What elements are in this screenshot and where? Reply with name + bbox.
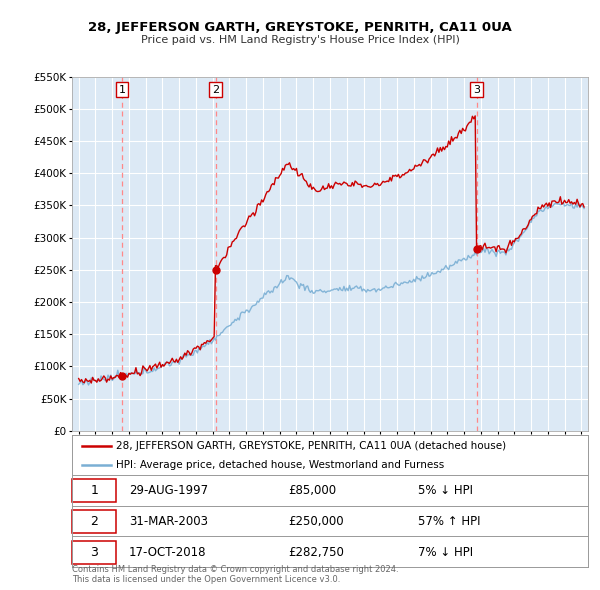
Text: 29-AUG-1997: 29-AUG-1997: [129, 484, 208, 497]
Text: Contains HM Land Registry data © Crown copyright and database right 2024.: Contains HM Land Registry data © Crown c…: [72, 565, 398, 574]
Text: 3: 3: [90, 546, 98, 559]
FancyBboxPatch shape: [72, 510, 116, 533]
Text: £85,000: £85,000: [289, 484, 337, 497]
FancyBboxPatch shape: [72, 479, 116, 503]
Text: 31-MAR-2003: 31-MAR-2003: [129, 515, 208, 528]
Text: 1: 1: [90, 484, 98, 497]
Text: 17-OCT-2018: 17-OCT-2018: [129, 546, 206, 559]
Text: 3: 3: [473, 84, 480, 94]
Text: £282,750: £282,750: [289, 546, 344, 559]
Text: 2: 2: [212, 84, 219, 94]
Text: 28, JEFFERSON GARTH, GREYSTOKE, PENRITH, CA11 0UA (detached house): 28, JEFFERSON GARTH, GREYSTOKE, PENRITH,…: [116, 441, 506, 451]
Text: 57% ↑ HPI: 57% ↑ HPI: [418, 515, 480, 528]
Text: 28, JEFFERSON GARTH, GREYSTOKE, PENRITH, CA11 0UA: 28, JEFFERSON GARTH, GREYSTOKE, PENRITH,…: [88, 21, 512, 34]
Text: HPI: Average price, detached house, Westmorland and Furness: HPI: Average price, detached house, West…: [116, 460, 444, 470]
FancyBboxPatch shape: [72, 540, 116, 564]
Text: 2: 2: [90, 515, 98, 528]
Text: 7% ↓ HPI: 7% ↓ HPI: [418, 546, 473, 559]
Text: 1: 1: [118, 84, 125, 94]
Text: 5% ↓ HPI: 5% ↓ HPI: [418, 484, 473, 497]
Text: Price paid vs. HM Land Registry's House Price Index (HPI): Price paid vs. HM Land Registry's House …: [140, 35, 460, 45]
Text: This data is licensed under the Open Government Licence v3.0.: This data is licensed under the Open Gov…: [72, 575, 340, 584]
Text: £250,000: £250,000: [289, 515, 344, 528]
